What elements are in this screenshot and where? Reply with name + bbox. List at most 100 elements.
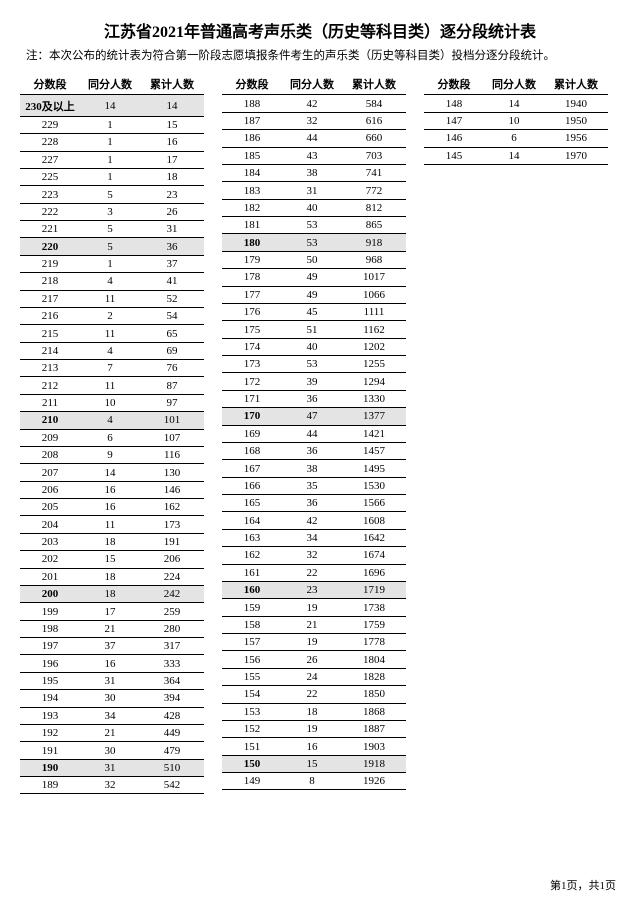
cell-cum: 703 xyxy=(342,147,406,164)
cell-count: 40 xyxy=(282,199,342,216)
cell-cum: 616 xyxy=(342,112,406,129)
cell-score: 201 xyxy=(20,568,80,585)
table-row: 18644660 xyxy=(222,130,406,147)
cell-cum: 1566 xyxy=(342,495,406,512)
cell-count: 39 xyxy=(282,373,342,390)
cell-cum: 1719 xyxy=(342,581,406,598)
cell-count: 53 xyxy=(282,356,342,373)
cell-count: 21 xyxy=(80,724,140,741)
cell-cum: 542 xyxy=(140,777,204,794)
cell-score: 184 xyxy=(222,164,282,181)
table-row: 173531255 xyxy=(222,356,406,373)
cell-score: 207 xyxy=(20,464,80,481)
table-row: 19737317 xyxy=(20,638,204,655)
table-row: 2089116 xyxy=(20,446,204,463)
cell-count: 53 xyxy=(282,217,342,234)
cell-score: 163 xyxy=(222,529,282,546)
cell-cum: 130 xyxy=(140,464,204,481)
cell-count: 36 xyxy=(282,390,342,407)
cell-count: 14 xyxy=(484,95,544,112)
table-row: 166351530 xyxy=(222,477,406,494)
data-column: 分数段同分人数累计人数14814194014710195014661956145… xyxy=(424,74,608,165)
cell-cum: 16 xyxy=(140,134,204,151)
cell-score: 180 xyxy=(222,234,282,251)
cell-count: 8 xyxy=(282,773,342,790)
cell-score: 212 xyxy=(20,377,80,394)
cell-score: 210 xyxy=(20,412,80,429)
cell-cum: 1421 xyxy=(342,425,406,442)
header-score: 分数段 xyxy=(424,74,484,95)
cell-score: 173 xyxy=(222,356,282,373)
cell-count: 1 xyxy=(80,134,140,151)
cell-count: 50 xyxy=(282,251,342,268)
cell-count: 49 xyxy=(282,269,342,286)
cell-score: 191 xyxy=(20,742,80,759)
cell-count: 42 xyxy=(282,512,342,529)
cell-cum: 15 xyxy=(140,116,204,133)
table-row: 145141970 xyxy=(424,147,608,164)
table-row: 159191738 xyxy=(222,599,406,616)
cell-cum: 31 xyxy=(140,221,204,238)
cell-score: 147 xyxy=(424,112,484,129)
table-row: 18240812 xyxy=(222,199,406,216)
table-row: 19430394 xyxy=(20,690,204,707)
table-row: 230及以上1414 xyxy=(20,95,204,116)
cell-score: 208 xyxy=(20,446,80,463)
cell-cum: 1255 xyxy=(342,356,406,373)
table-row: 2096107 xyxy=(20,429,204,446)
cell-score: 165 xyxy=(222,495,282,512)
table-row: 18053918 xyxy=(222,234,406,251)
cell-count: 35 xyxy=(282,477,342,494)
table-row: 20215206 xyxy=(20,551,204,568)
cell-count: 49 xyxy=(282,286,342,303)
cell-cum: 865 xyxy=(342,217,406,234)
cell-cum: 54 xyxy=(140,307,204,324)
cell-count: 36 xyxy=(282,442,342,459)
table-row: 148141940 xyxy=(424,95,608,112)
cell-score: 195 xyxy=(20,672,80,689)
table-row: 19616333 xyxy=(20,655,204,672)
table-row: 18543703 xyxy=(222,147,406,164)
table-row: 171361330 xyxy=(222,390,406,407)
table-row: 152191887 xyxy=(222,720,406,737)
cell-cum: 259 xyxy=(140,603,204,620)
cell-count: 15 xyxy=(282,755,342,772)
cell-count: 6 xyxy=(484,130,544,147)
cell-score: 197 xyxy=(20,638,80,655)
cell-cum: 1457 xyxy=(342,442,406,459)
cell-score: 152 xyxy=(222,720,282,737)
table-row: 229115 xyxy=(20,116,204,133)
cell-count: 10 xyxy=(80,394,140,411)
table-row: 165361566 xyxy=(222,495,406,512)
table-row: 151161903 xyxy=(222,738,406,755)
cell-score: 190 xyxy=(20,759,80,776)
cell-cum: 224 xyxy=(140,568,204,585)
cell-count: 10 xyxy=(484,112,544,129)
table-row: 20616146 xyxy=(20,481,204,498)
cell-count: 19 xyxy=(282,720,342,737)
cell-cum: 772 xyxy=(342,182,406,199)
cell-score: 159 xyxy=(222,599,282,616)
table-row: 17950968 xyxy=(222,251,406,268)
cell-count: 32 xyxy=(282,547,342,564)
note-text: 注：本次公布的统计表为符合第一阶段志愿填报条件考生的声乐类（历史等科目类）投档分… xyxy=(26,48,620,64)
cell-score: 205 xyxy=(20,499,80,516)
cell-count: 38 xyxy=(282,460,342,477)
cell-score: 219 xyxy=(20,255,80,272)
cell-count: 14 xyxy=(80,95,140,116)
cell-score: 181 xyxy=(222,217,282,234)
table-row: 175511162 xyxy=(222,321,406,338)
cell-score: 160 xyxy=(222,581,282,598)
cell-count: 14 xyxy=(484,147,544,164)
data-column: 分数段同分人数累计人数230及以上14142291152281162271172… xyxy=(20,74,204,794)
cell-score: 188 xyxy=(222,95,282,112)
table-row: 150151918 xyxy=(222,755,406,772)
cell-score: 167 xyxy=(222,460,282,477)
cell-score: 179 xyxy=(222,251,282,268)
cell-score: 214 xyxy=(20,342,80,359)
cell-score: 162 xyxy=(222,547,282,564)
cell-count: 15 xyxy=(80,551,140,568)
table-row: 2171152 xyxy=(20,290,204,307)
cell-score: 206 xyxy=(20,481,80,498)
cell-score: 193 xyxy=(20,707,80,724)
